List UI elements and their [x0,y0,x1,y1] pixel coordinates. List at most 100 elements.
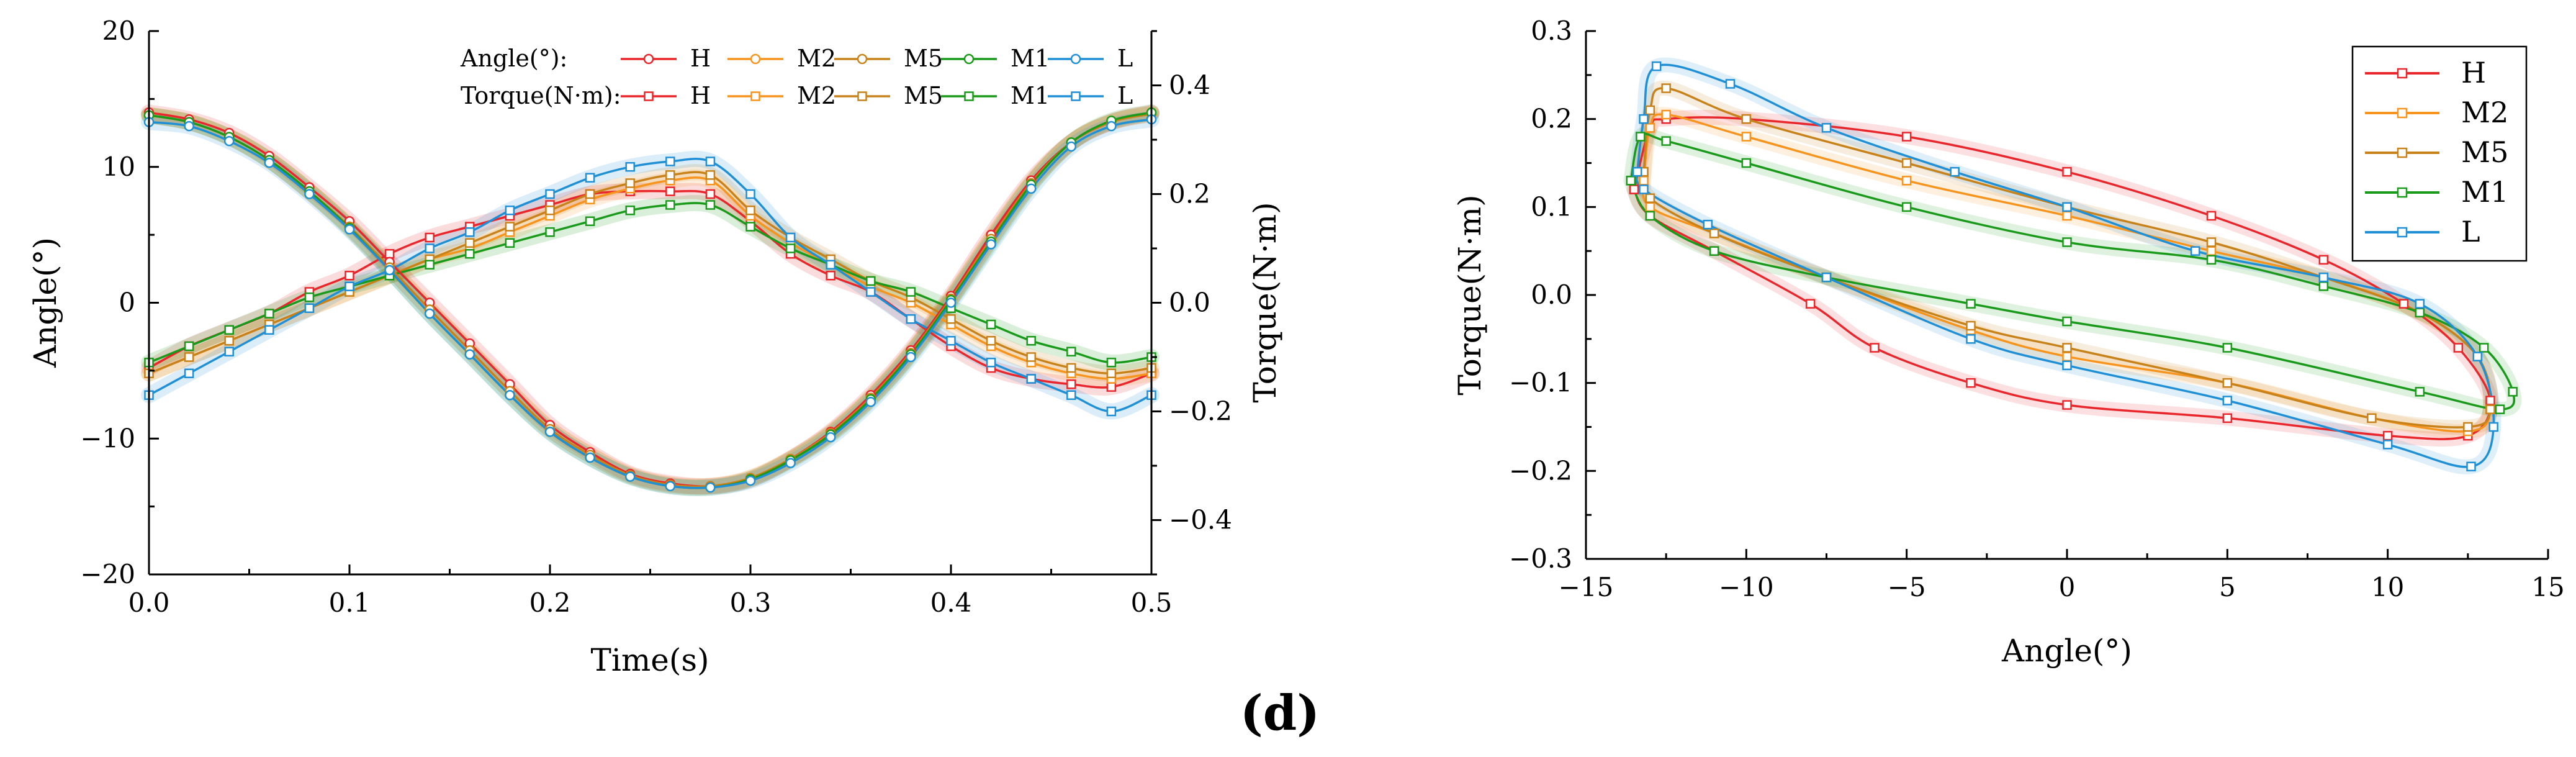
point-H [1966,378,1976,388]
point-torque-L [906,314,916,324]
x-tick-label: 5 [2219,572,2236,602]
point-L [2062,360,2072,371]
point-torque-M1 [625,206,635,215]
line-torque-L [148,158,1152,413]
point-torque-L [1106,406,1117,417]
legend-marker-angle-M1 [963,53,975,65]
point-H [2318,255,2329,265]
y-tick-label: 0 [119,288,135,318]
legend-label-M5: M5 [2461,135,2508,169]
point-M5 [2367,413,2377,424]
point-H [2453,343,2464,353]
legend-label-torque-M1: M1 [1011,82,1050,109]
point-angle-L [665,481,676,492]
y2-tick-label: −0.2 [1169,396,1232,427]
point-torque-H [384,249,395,259]
point-angle-L [384,265,395,276]
legend-marker-angle-M5 [857,53,868,65]
point-L [2318,272,2329,283]
point-torque-M5 [585,189,595,199]
point-M5 [2485,404,2495,414]
loop-lines [1629,63,2516,468]
point-M1 [2318,281,2329,291]
y-tick-label: 0.1 [1531,191,1572,222]
point-torque-M1 [304,292,315,302]
legend-marker-torque-H [644,91,654,101]
y-tick-label: −0.1 [1509,368,1572,398]
point-angle-L [464,349,475,360]
point-L [2382,440,2393,450]
point-L [1632,166,1642,177]
y-tick-label: 10 [102,152,135,182]
point-M5 [2206,237,2217,247]
point-angle-L [544,427,556,437]
y-tick-label: −0.2 [1509,455,1572,486]
point-M2 [1645,202,1655,212]
point-M5 [1709,229,1719,238]
x-axis-ticks: 0.0 0.1 0.2 0.3 0.4 0.5 [128,564,1172,618]
point-torque-H [345,271,354,281]
point-torque-L [705,156,716,166]
point-torque-M5 [545,206,555,215]
point-angle-L [825,432,836,443]
point-H [1901,132,1912,142]
x-tick-label: 10 [2371,572,2404,602]
x-axis-label: Time(s) [590,642,709,678]
point-angle-L [304,189,315,199]
legend-label-torque-L: L [1117,82,1133,109]
point-torque-M5 [946,314,956,324]
y2-tick-label: 0.4 [1169,70,1210,101]
point-M2 [1661,109,1671,120]
point-torque-M5 [705,170,716,180]
legend-title-torque: Torque(N·m): [461,82,621,109]
time-series-chart: 0.0 0.1 0.2 0.3 0.4 0.5 −20 −10 0 10 20 −0.4 −0.2 0… [27,16,1283,678]
point-M1 [2206,255,2217,265]
point-torque-M5 [986,336,996,346]
point-angle-L [585,452,595,463]
point-M1 [2415,307,2425,318]
legend-marker-M5 [2397,147,2408,158]
y2-tick-label: −0.4 [1169,505,1232,535]
point-M1 [1741,158,1752,168]
point-H [1629,184,1639,194]
point-M5 [1966,320,1976,331]
point-angle-L [785,458,796,468]
legend-marker-angle-H [643,53,654,65]
point-M2 [2062,211,2072,221]
x-axis-ticks: −15 −10 −5 0 5 10 15 [1559,549,2565,602]
point-L [1703,219,1713,230]
legend-label-angle-M2: M2 [797,45,836,72]
figure-caption: (d) [1240,685,1320,741]
point-torque-L [785,232,796,243]
point-angle-L [865,396,876,407]
legend-marker-torque-L [1071,91,1081,101]
point-torque-L [826,260,835,270]
point-torque-M5 [1066,363,1076,373]
x-tick-label: −15 [1559,572,1614,602]
legend-marker-angle-M2 [750,53,761,65]
y-axis-label: Torque(N·m) [1452,194,1488,395]
point-angle-L [906,351,916,363]
point-M5 [2222,378,2233,388]
point-torque-L [545,189,555,199]
y2-axis-ticks: −0.4 −0.2 0.0 0.2 0.4 [1151,30,1232,576]
point-L [1966,334,1976,344]
point-torque-L [425,243,435,253]
point-angle-L [705,482,716,493]
point-M1 [2479,343,2489,353]
point-L [2472,351,2483,361]
point-torque-M1 [1106,358,1117,368]
point-L [2466,461,2476,471]
point-torque-L [505,206,515,215]
point-M1 [1709,246,1719,256]
loop-M1 [1629,132,2516,410]
point-H [2222,413,2233,424]
point-H [2206,211,2217,221]
x-tick-label: −5 [1888,572,1926,602]
point-M1 [2415,387,2425,397]
y-tick-label: 0.2 [1531,104,1572,134]
point-H [2398,299,2409,309]
legend-marker-L [2397,227,2408,238]
point-M2 [1741,132,1752,142]
point-torque-M5 [625,178,635,188]
